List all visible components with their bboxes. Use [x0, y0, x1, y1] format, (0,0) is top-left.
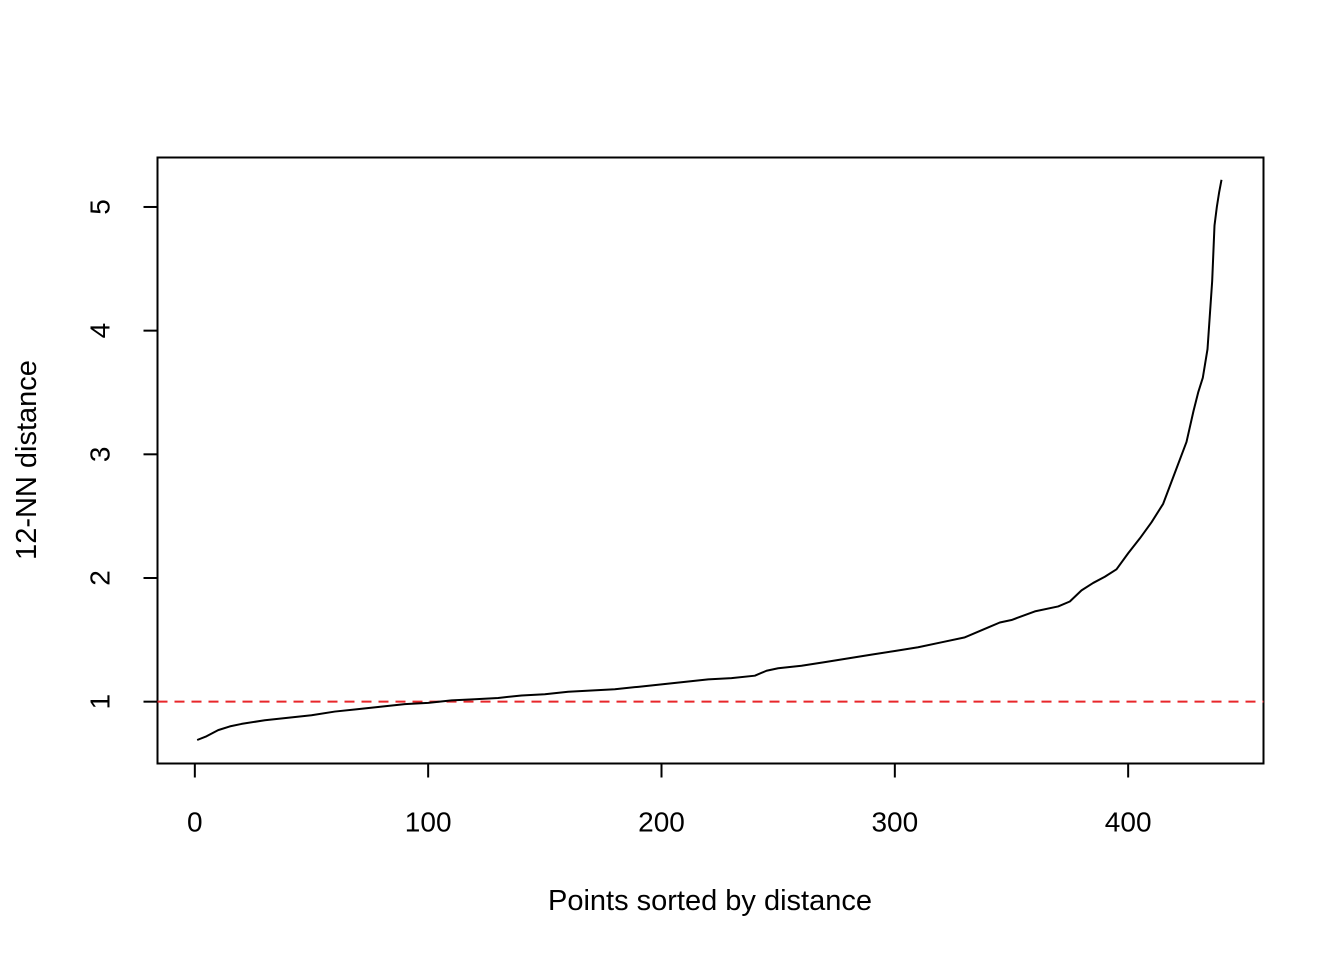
x-tick-label: 200: [638, 807, 685, 838]
y-tick-label: 4: [85, 323, 116, 339]
series-layer: [196, 179, 1223, 741]
y-axis: 1 2 3 4 5: [85, 199, 159, 710]
x-axis: 0 100 200 300 400: [187, 762, 1152, 838]
y-axis-title: 12-NN distance: [11, 360, 43, 560]
plot-frame: [156, 156, 1265, 765]
y-tick-label: 2: [85, 570, 116, 586]
x-tick-label: 300: [871, 807, 918, 838]
x-tick-label: 400: [1105, 807, 1152, 838]
x-tick-label: 100: [405, 807, 452, 838]
y-tick-label: 5: [85, 199, 116, 215]
y-tick-label: 3: [85, 447, 116, 463]
x-tick-label: 0: [187, 807, 203, 838]
y-tick-label: 1: [85, 694, 116, 710]
knn-distance-line: [196, 179, 1223, 741]
x-axis-title: Points sorted by distance: [548, 885, 872, 917]
